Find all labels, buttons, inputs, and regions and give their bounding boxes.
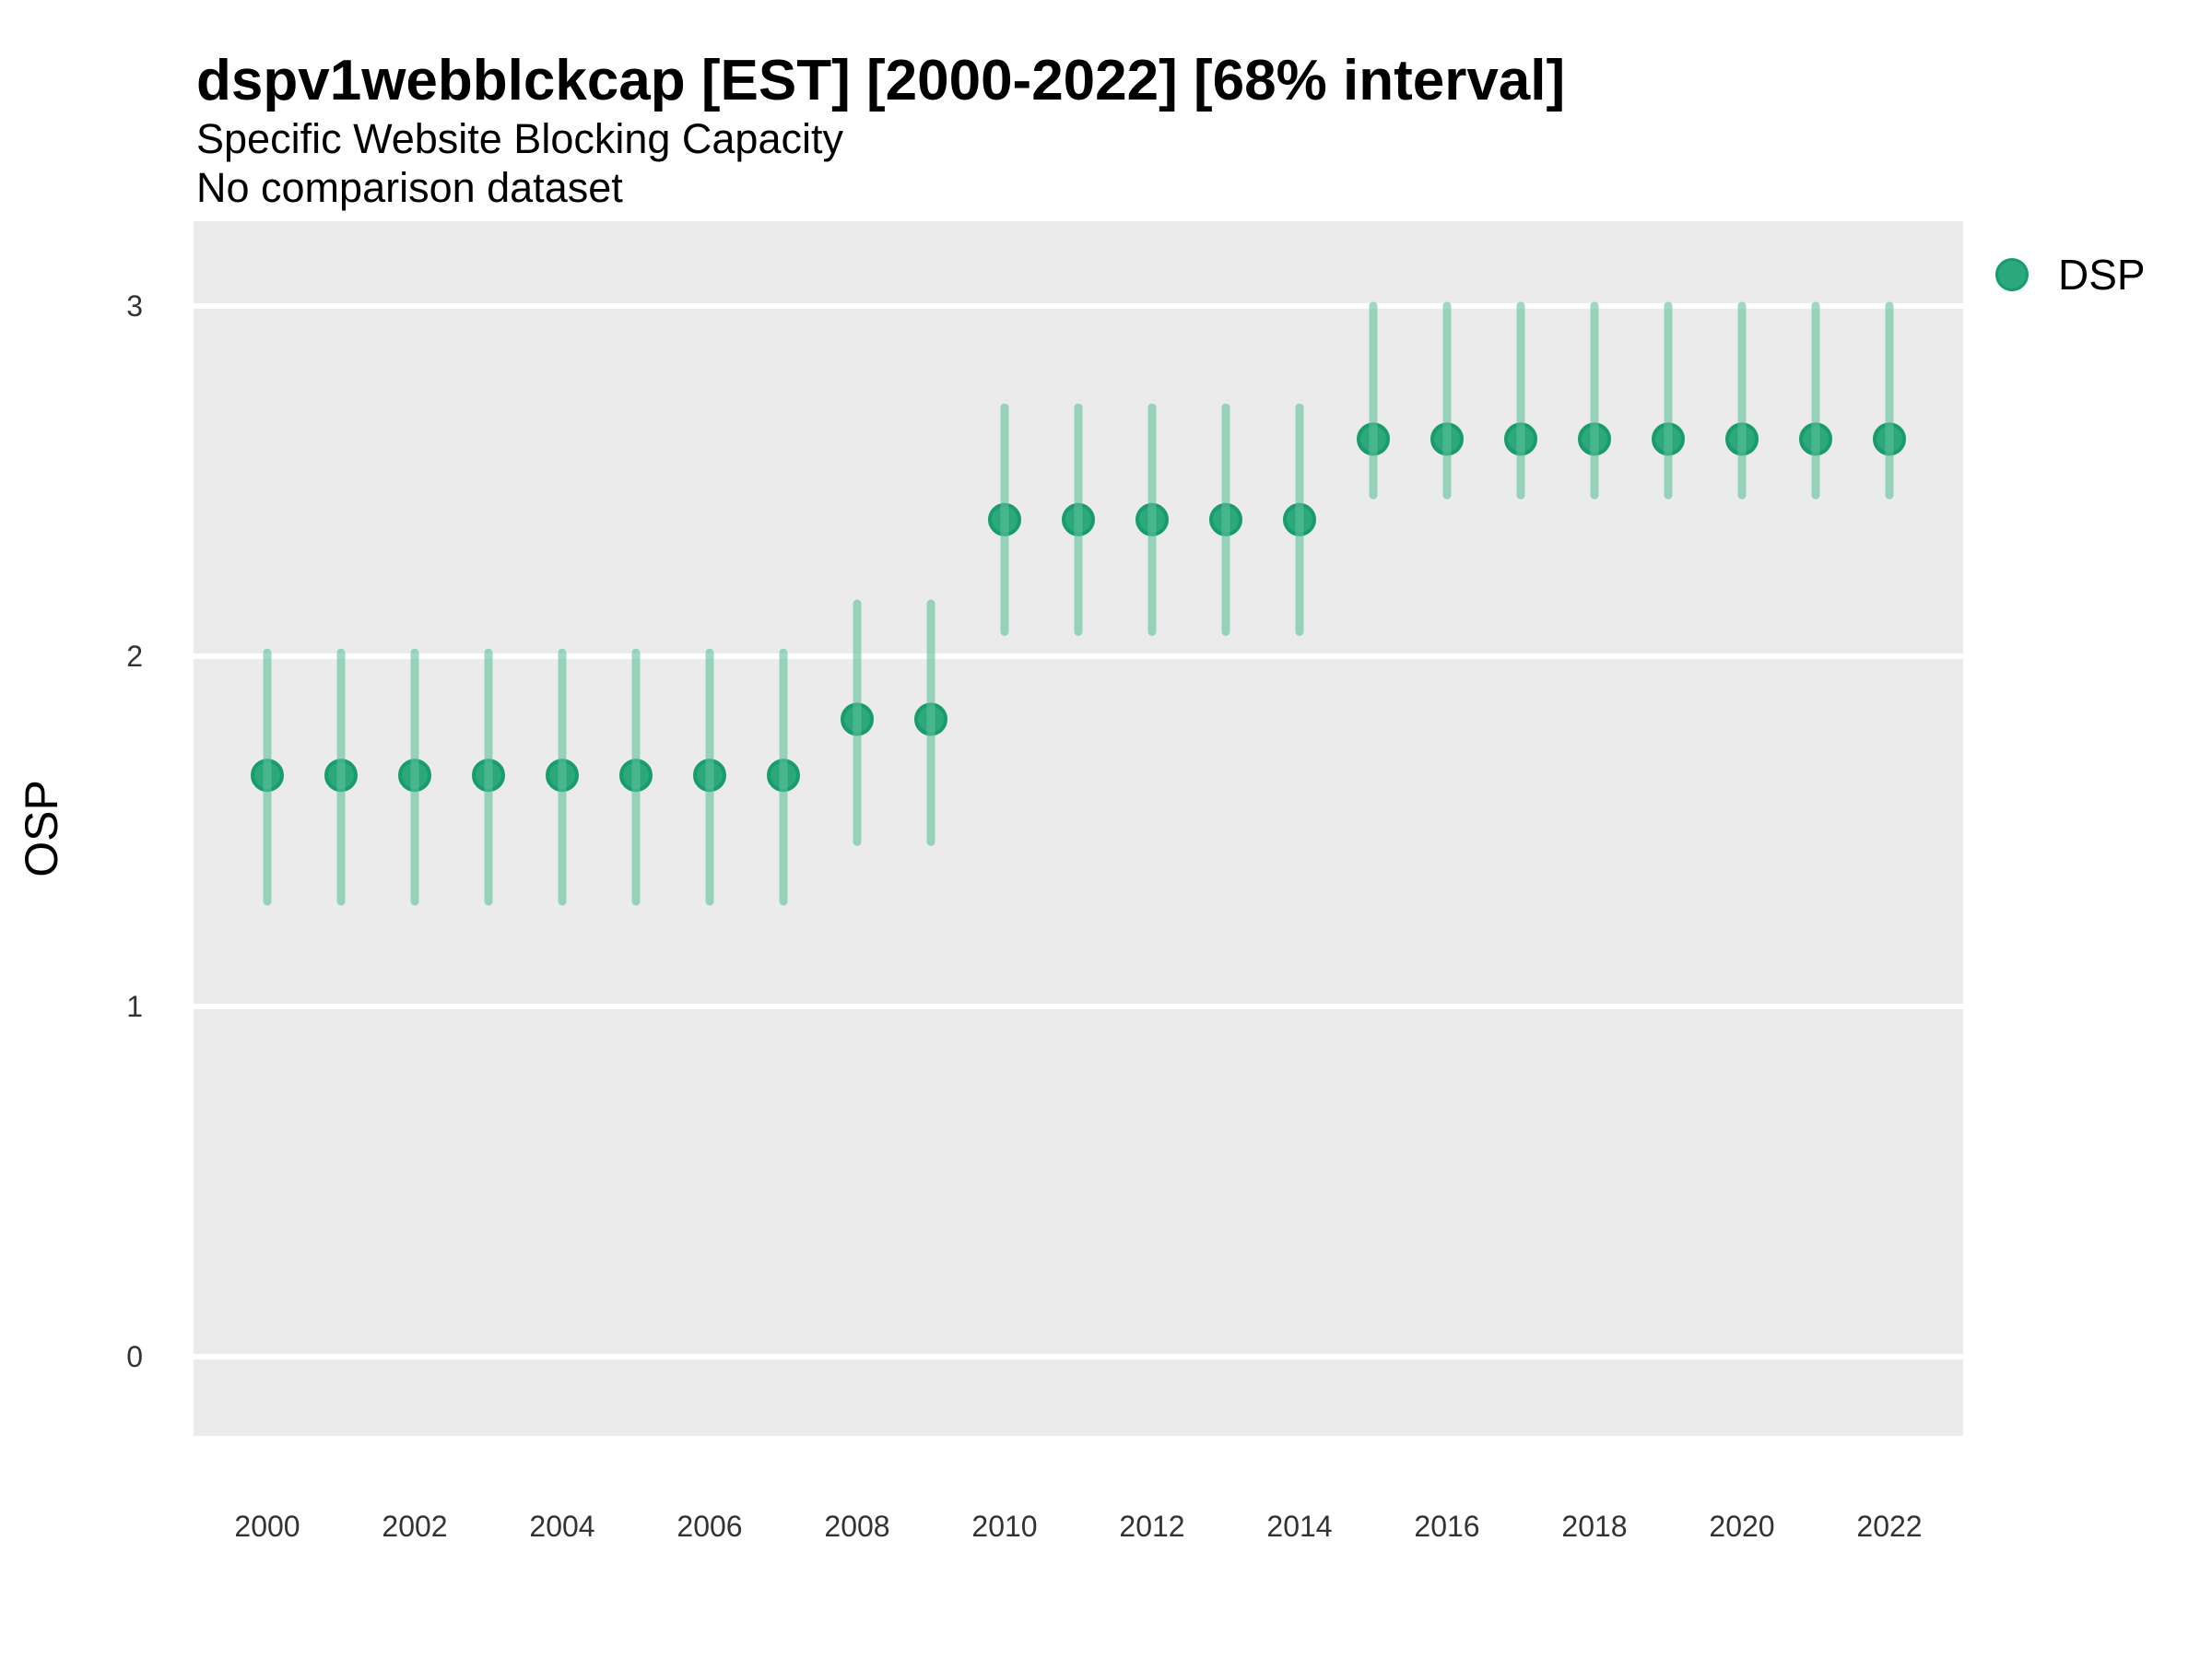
x-tick-label: 2020: [1709, 1510, 1774, 1543]
y-tick-label: 0: [126, 1340, 143, 1373]
x-tick-label: 2000: [234, 1510, 300, 1543]
interval-line-group: [263, 301, 1894, 906]
plot-subtitle: Specific Website Blocking Capacity: [196, 115, 843, 162]
legend: DSP: [1995, 251, 2146, 299]
x-tick-label: 2016: [1414, 1510, 1479, 1543]
x-tick-label: 2008: [824, 1510, 889, 1543]
x-tick-group: 2000 2002 2004 2006 2008 2010 2012 2014 2016 2018…: [234, 1510, 1922, 1543]
comparison-note: No comparison dataset: [196, 164, 623, 211]
x-tick-label: 2006: [677, 1510, 742, 1543]
y-tick-label: 3: [126, 289, 143, 323]
y-axis-title: OSP: [16, 780, 67, 877]
legend-swatch-dsp: [1995, 258, 2029, 291]
y-tick-label: 1: [126, 990, 143, 1023]
y-tick-label: 2: [126, 640, 143, 673]
x-tick-label: 2014: [1266, 1510, 1332, 1543]
x-tick-label: 2010: [971, 1510, 1037, 1543]
x-tick-label: 2012: [1119, 1510, 1184, 1543]
plot-title: dspv1webblckcap [EST] [2000-2022] [68% i…: [196, 49, 1565, 112]
x-tick-label: 2022: [1856, 1510, 1922, 1543]
legend-label-dsp: DSP: [2058, 251, 2146, 299]
x-tick-label: 2004: [529, 1510, 594, 1543]
x-tick-label: 2018: [1561, 1510, 1627, 1543]
x-tick-label: 2002: [382, 1510, 447, 1543]
y-tick-group: 0 1 2 3: [126, 289, 143, 1373]
